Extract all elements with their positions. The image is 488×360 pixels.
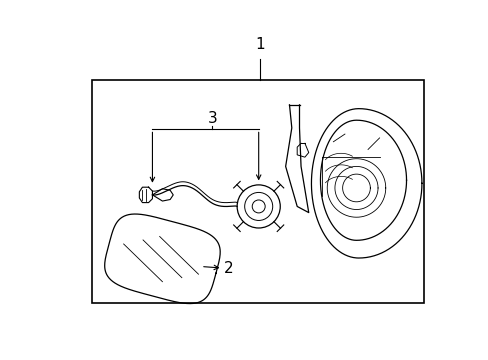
Bar <box>91 80 424 303</box>
Text: 3: 3 <box>207 111 217 126</box>
Text: 1: 1 <box>255 37 264 53</box>
Text: 2: 2 <box>224 261 233 275</box>
